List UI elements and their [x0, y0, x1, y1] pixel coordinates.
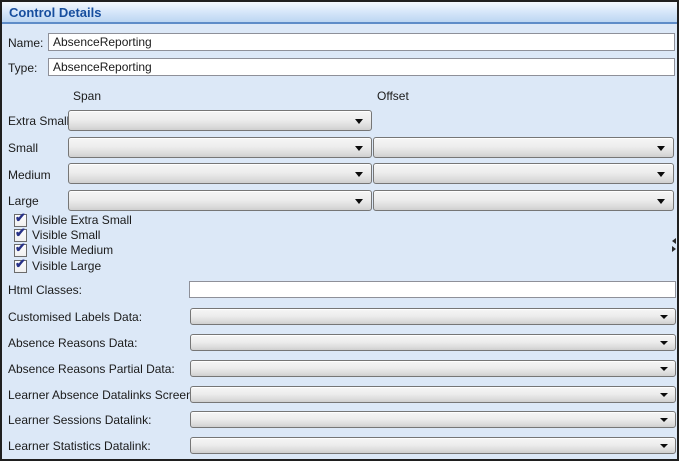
checkbox-label: Visible Extra Small — [32, 213, 132, 227]
chevron-down-icon — [355, 171, 363, 177]
splitter-arrow-icon — [672, 246, 676, 252]
small-span-combobox[interactable] — [68, 137, 372, 158]
absence-reasons-data-combobox[interactable] — [190, 334, 676, 351]
extra-small-span-combobox[interactable] — [68, 110, 372, 131]
offset-column-header: Offset — [377, 89, 409, 103]
checkmark-icon: ✔ — [15, 224, 26, 240]
chevron-down-icon — [660, 340, 668, 345]
checkbox-row: ✔ Visible Small — [14, 224, 101, 242]
learner-absence-datalinks-screen-label: Learner Absence Datalinks Screen: — [8, 388, 197, 402]
chevron-down-icon — [657, 171, 665, 177]
html-classes-label: Html Classes: — [8, 283, 83, 297]
type-input[interactable] — [48, 58, 675, 76]
chevron-down-icon — [657, 145, 665, 151]
absence-reasons-partial-data-label: Absence Reasons Partial Data: — [8, 362, 175, 376]
visible-extra-small-checkbox[interactable]: ✔ — [14, 209, 27, 227]
chevron-down-icon — [660, 392, 668, 397]
chevron-down-icon — [660, 417, 668, 422]
page-title: Control Details — [9, 4, 102, 20]
panel-header: Control Details — [2, 2, 677, 24]
absence-reasons-partial-data-combobox[interactable] — [190, 360, 676, 377]
checkbox-row: ✔ Visible Extra Small — [14, 209, 132, 227]
learner-sessions-datalink-label: Learner Sessions Datalink: — [8, 413, 152, 427]
row-label-extra-small: Extra Small — [8, 114, 70, 128]
learner-statistics-datalink-label: Learner Statistics Datalink: — [8, 439, 151, 453]
html-classes-input[interactable] — [189, 281, 676, 298]
checkbox-label: Visible Large — [32, 259, 102, 273]
span-column-header: Span — [73, 89, 102, 103]
medium-offset-combobox[interactable] — [373, 163, 674, 184]
name-label: Name: — [8, 36, 44, 50]
visible-large-checkbox[interactable]: ✔ — [14, 255, 27, 273]
large-span-combobox[interactable] — [68, 190, 372, 211]
large-offset-combobox[interactable] — [373, 190, 674, 211]
visible-medium-checkbox[interactable]: ✔ — [14, 239, 27, 257]
learner-absence-datalinks-screen-combobox[interactable] — [190, 386, 676, 403]
checkmark-icon: ✔ — [15, 239, 26, 255]
row-label-small: Small — [8, 141, 39, 155]
absence-reasons-data-label: Absence Reasons Data: — [8, 336, 138, 350]
customised-labels-data-combobox[interactable] — [190, 308, 676, 325]
chevron-down-icon — [657, 198, 665, 204]
medium-span-combobox[interactable] — [68, 163, 372, 184]
customised-labels-data-label: Customised Labels Data: — [8, 310, 143, 324]
checkbox-row: ✔ Visible Large — [14, 255, 102, 273]
learner-sessions-datalink-combobox[interactable] — [190, 411, 676, 428]
splitter-grip[interactable] — [670, 236, 679, 254]
name-input[interactable] — [48, 33, 675, 51]
chevron-down-icon — [355, 198, 363, 204]
chevron-down-icon — [660, 366, 668, 371]
type-label: Type: — [8, 61, 38, 75]
row-label-large: Large — [8, 194, 39, 208]
small-offset-combobox[interactable] — [373, 137, 674, 158]
chevron-down-icon — [355, 118, 363, 124]
checkbox-row: ✔ Visible Medium — [14, 239, 114, 257]
chevron-down-icon — [660, 314, 668, 319]
checkbox-label: Visible Small — [32, 228, 101, 242]
row-label-medium: Medium — [8, 168, 51, 182]
chevron-down-icon — [660, 443, 668, 448]
learner-statistics-datalink-combobox[interactable] — [190, 437, 676, 454]
checkmark-icon: ✔ — [15, 255, 26, 271]
chevron-down-icon — [355, 145, 363, 151]
splitter-arrow-icon — [672, 238, 676, 244]
checkmark-icon: ✔ — [15, 209, 26, 225]
visible-small-checkbox[interactable]: ✔ — [14, 224, 27, 242]
checkbox-label: Visible Medium — [32, 243, 114, 257]
